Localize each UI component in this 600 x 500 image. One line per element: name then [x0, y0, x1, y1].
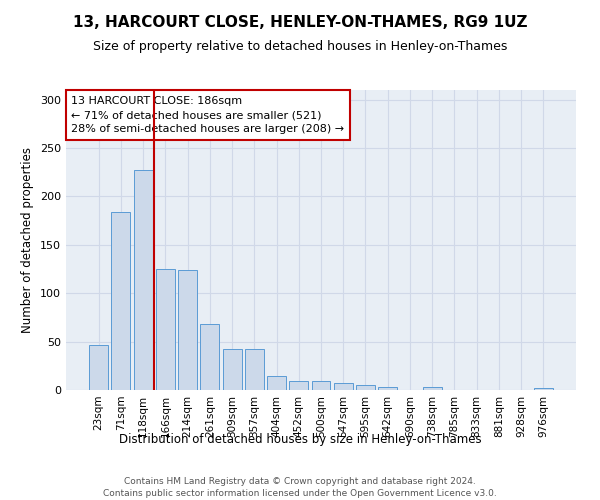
- Bar: [112, 212, 130, 390]
- Text: Contains public sector information licensed under the Open Government Licence v3: Contains public sector information licen…: [103, 489, 497, 498]
- Bar: [245, 350, 264, 390]
- Bar: [289, 382, 308, 390]
- Bar: [423, 387, 442, 390]
- Bar: [534, 388, 553, 390]
- Bar: [134, 170, 152, 390]
- Text: 13, HARCOURT CLOSE, HENLEY-ON-THAMES, RG9 1UZ: 13, HARCOURT CLOSE, HENLEY-ON-THAMES, RG…: [73, 15, 527, 30]
- Text: Contains HM Land Registry data © Crown copyright and database right 2024.: Contains HM Land Registry data © Crown c…: [124, 478, 476, 486]
- Bar: [356, 385, 375, 390]
- Bar: [311, 382, 331, 390]
- Bar: [156, 269, 175, 390]
- Bar: [267, 376, 286, 390]
- Bar: [200, 324, 219, 390]
- Bar: [378, 387, 397, 390]
- Bar: [334, 383, 353, 390]
- Text: 13 HARCOURT CLOSE: 186sqm
← 71% of detached houses are smaller (521)
28% of semi: 13 HARCOURT CLOSE: 186sqm ← 71% of detac…: [71, 96, 344, 134]
- Text: Distribution of detached houses by size in Henley-on-Thames: Distribution of detached houses by size …: [119, 432, 481, 446]
- Bar: [223, 350, 242, 390]
- Bar: [89, 344, 108, 390]
- Text: Size of property relative to detached houses in Henley-on-Thames: Size of property relative to detached ho…: [93, 40, 507, 53]
- Y-axis label: Number of detached properties: Number of detached properties: [22, 147, 34, 333]
- Bar: [178, 270, 197, 390]
